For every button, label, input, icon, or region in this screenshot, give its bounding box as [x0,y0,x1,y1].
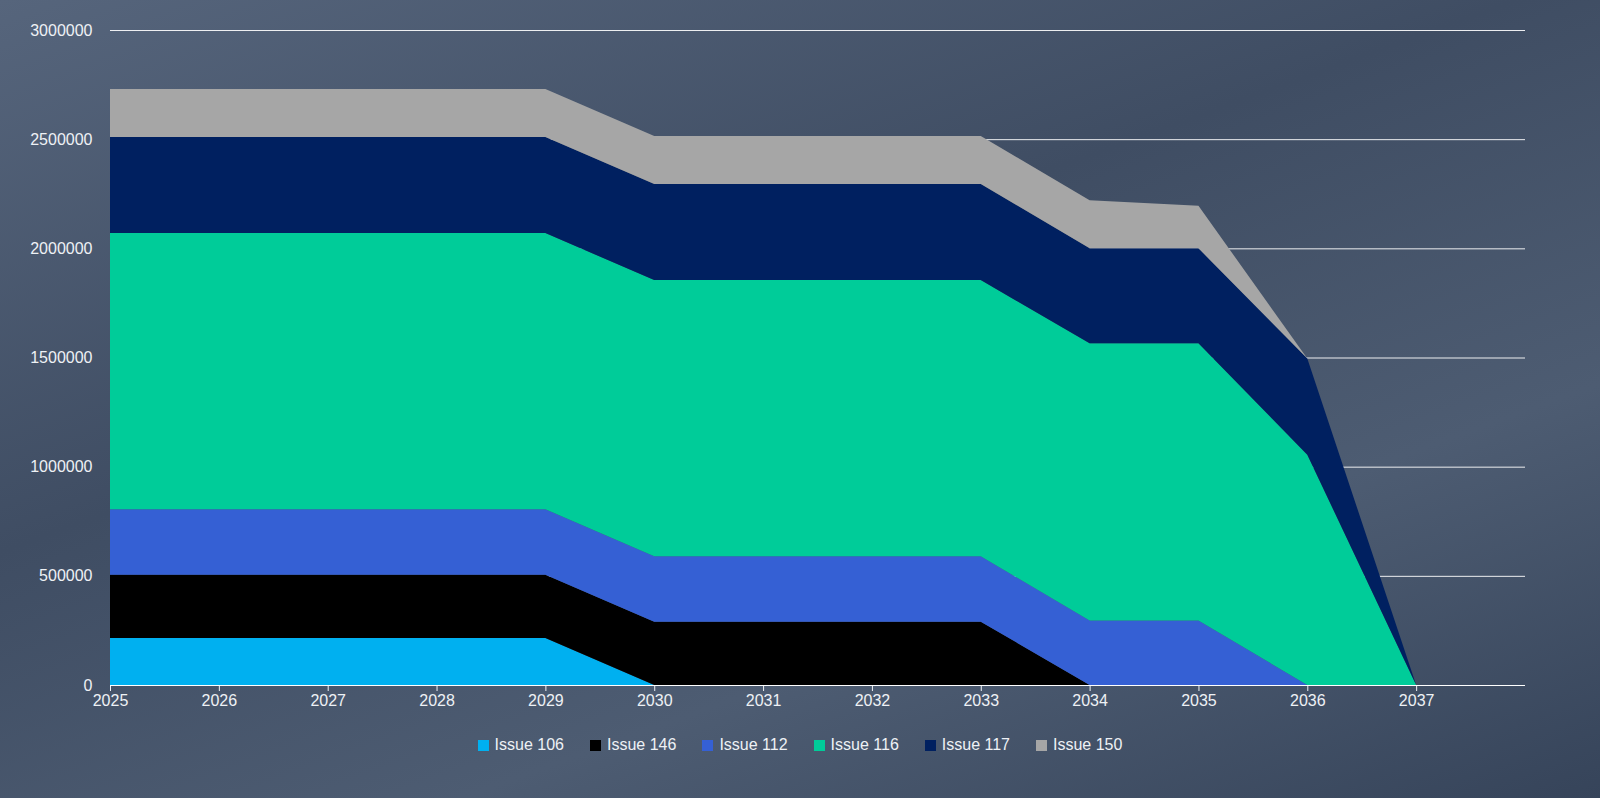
svg-text:1500000: 1500000 [30,349,92,366]
svg-text:2500000: 2500000 [30,131,92,148]
html-text:Issue 117: Issue 117 [941,736,1010,753]
svg-text:2035: 2035 [1181,692,1217,709]
svg-text:2030: 2030 [637,692,673,709]
svg-text:2025: 2025 [93,692,129,709]
html-text:Issue 150: Issue 150 [1053,736,1123,753]
svg-text:3000000: 3000000 [30,22,92,39]
html-text:Issue 112: Issue 112 [719,736,788,753]
svg-text:2037: 2037 [1399,692,1435,709]
svg-text:2032: 2032 [855,692,891,709]
svg-text:2000000: 2000000 [30,240,92,257]
svg-text:2026: 2026 [202,692,238,709]
html-text:Issue 106: Issue 106 [494,736,564,753]
svg-text:0: 0 [84,677,93,694]
svg-text:2033: 2033 [963,692,999,709]
svg-text:500000: 500000 [39,567,92,584]
svg-text:1000000: 1000000 [30,458,92,475]
svg-text:2027: 2027 [310,692,346,709]
html-text:Issue 146: Issue 146 [607,736,677,753]
html-text:Issue 116: Issue 116 [830,736,899,753]
svg-text:2029: 2029 [528,692,564,709]
svg-text:2028: 2028 [419,692,455,709]
svg-text:2034: 2034 [1072,692,1108,709]
svg-text:2036: 2036 [1290,692,1326,709]
svg-text:2031: 2031 [746,692,782,709]
